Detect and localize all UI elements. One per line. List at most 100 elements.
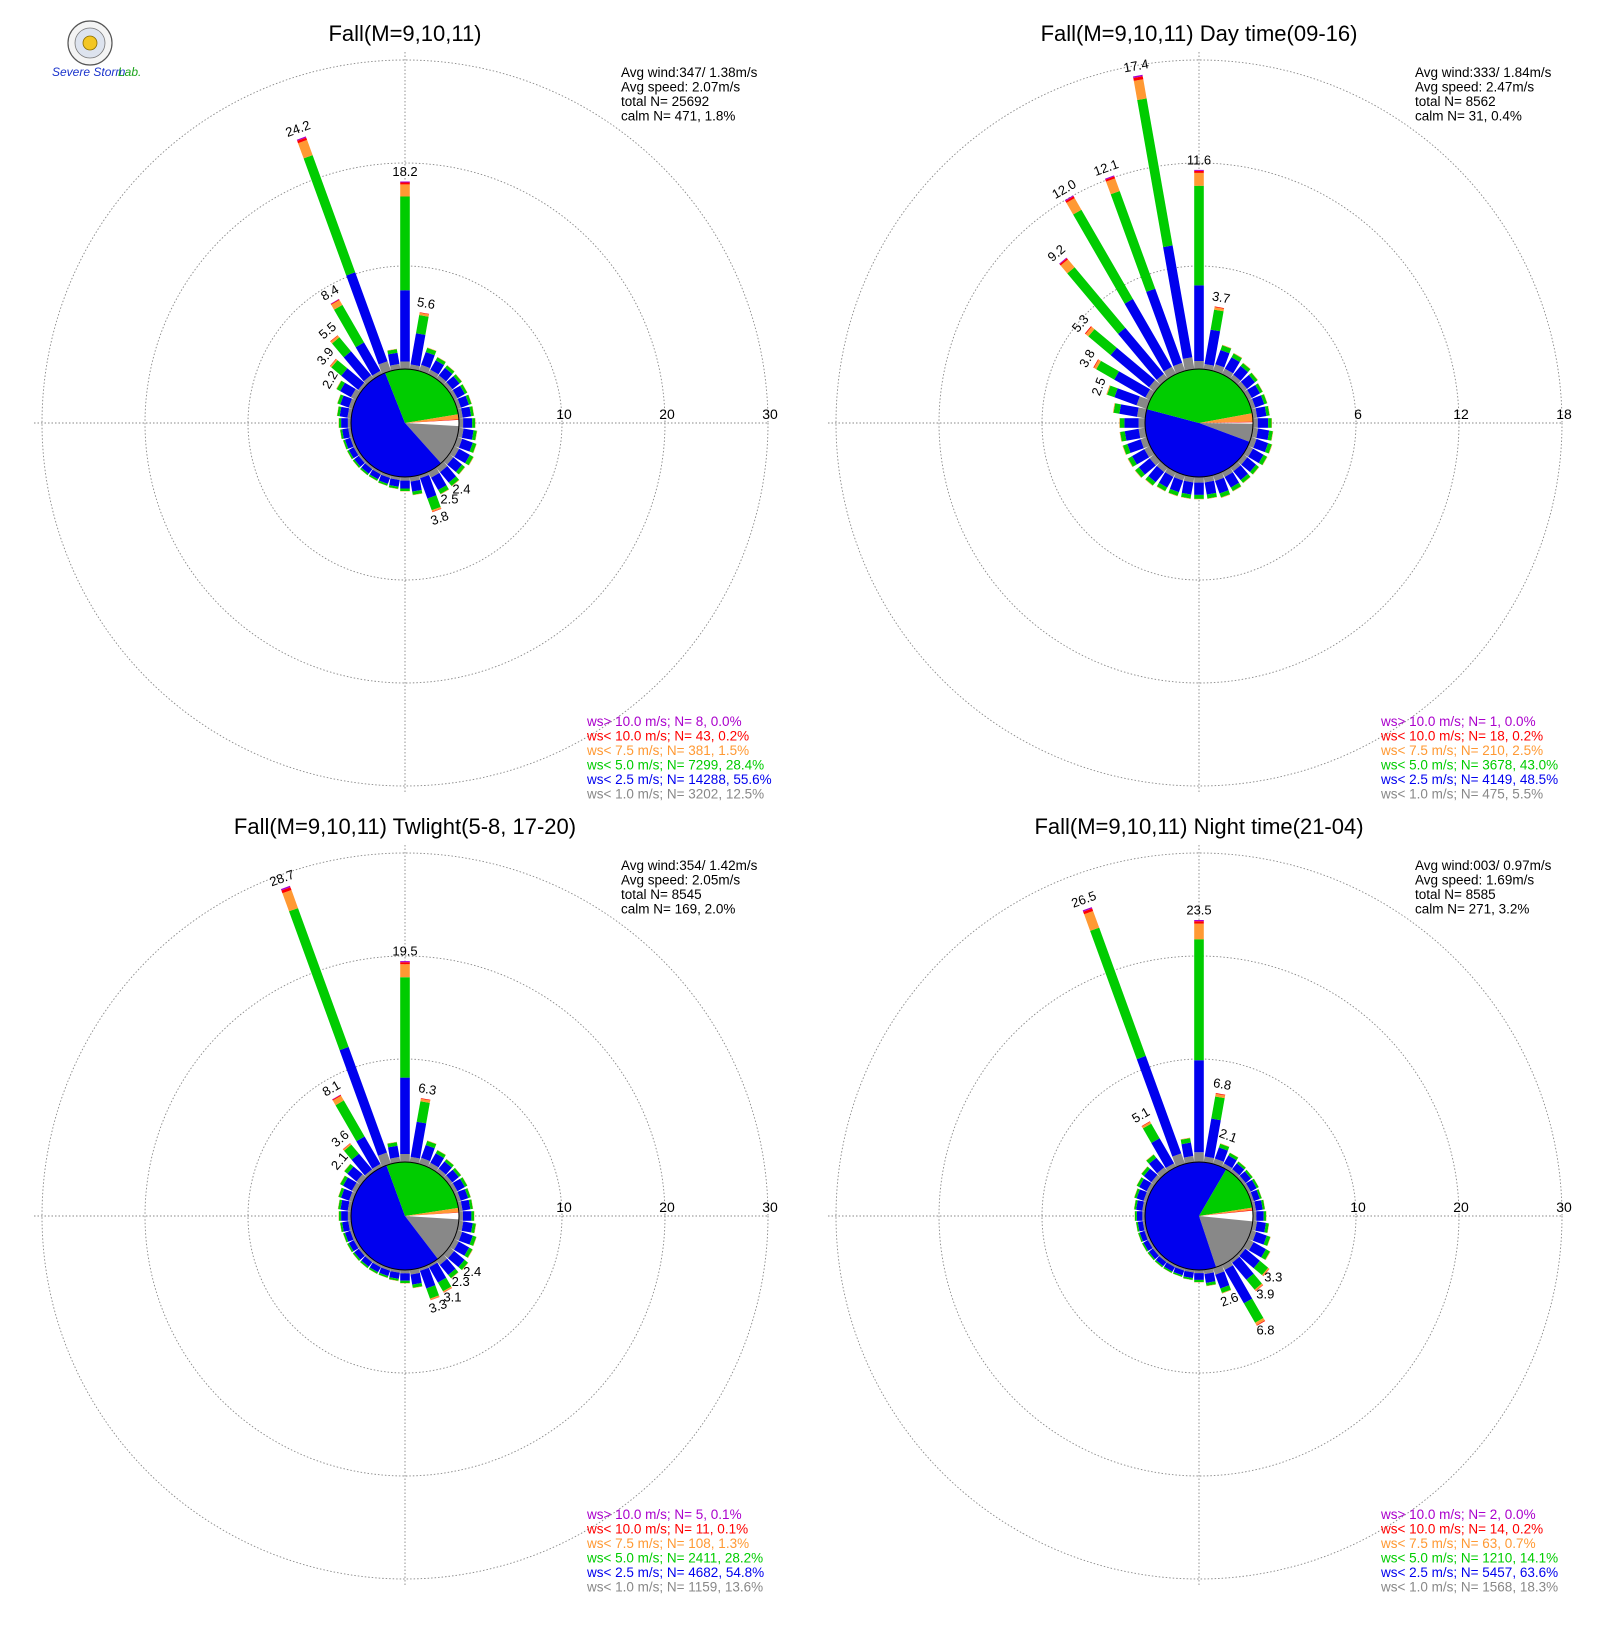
direction-bar-segment: [421, 1145, 435, 1162]
direction-bar-segment: [1181, 480, 1194, 495]
direction-bar-segment: [437, 356, 446, 362]
direction-bar-segment: [1267, 405, 1270, 416]
direction-bar-segment: [471, 1199, 474, 1209]
direction-bar-segment: [354, 1248, 365, 1260]
direction-bar-segment: [389, 478, 400, 487]
ring-label: 20: [659, 406, 675, 422]
direction-bar-segment: [1084, 326, 1092, 335]
direction-bar-segment: [1112, 403, 1116, 413]
direction-bar-segment: [342, 440, 347, 450]
direction-bar-segment: [1253, 438, 1269, 453]
direction-bar-segment: [1206, 492, 1217, 499]
direction-bar-segment: [440, 466, 457, 483]
direction-bar-segment: [1132, 449, 1150, 465]
direction-bar-segment: [430, 360, 444, 375]
direction-bar-segment: [1147, 1252, 1154, 1261]
direction-bar-segment: [1141, 1166, 1148, 1174]
ring-label: 10: [556, 1199, 572, 1215]
legend-entry: ws< 1.0 m/s; N= 3202, 12.5%: [586, 787, 764, 802]
direction-bar-segment: [387, 348, 397, 351]
direction-bar-segment: [1247, 385, 1261, 398]
direction-bar-segment: [430, 1295, 440, 1300]
direction-bar-segment: [372, 370, 383, 379]
direction-bar-segment: [344, 1164, 354, 1174]
direction-bar-segment: [1221, 1163, 1233, 1172]
direction-bar-segment: [1254, 1200, 1263, 1211]
direction-bar-segment: [1064, 195, 1074, 202]
direction-bar-segment: [1256, 428, 1270, 440]
direction-bar-segment: [354, 455, 365, 467]
direction-bar-segment: [400, 181, 410, 183]
pie-outline: [1144, 1161, 1254, 1271]
direction-bar-segment: [1232, 1256, 1254, 1280]
direction-bar-segment: [1211, 1096, 1225, 1121]
bar-value-label: 12.1: [1092, 156, 1121, 179]
direction-bar-segment: [429, 1262, 447, 1283]
direction-bar-segment: [425, 1140, 437, 1149]
direction-bar-segment: [282, 890, 298, 912]
direction-bar-segment: [1194, 172, 1204, 186]
bar-value-label: 3.3: [427, 1296, 449, 1316]
direction-bar-segment: [1149, 454, 1161, 466]
direction-bar-segment: [339, 406, 350, 418]
direction-bar-segment: [1237, 1175, 1246, 1185]
direction-bar-segment: [463, 418, 473, 428]
direction-bar-segment: [447, 457, 463, 472]
direction-bar-segment: [343, 1143, 352, 1151]
direction-bar-segment: [1264, 406, 1270, 416]
direction-bar-segment: [372, 1163, 383, 1172]
direction-bar-segment: [1139, 1230, 1148, 1242]
direction-bar-segment: [363, 375, 374, 385]
direction-bar-segment: [475, 430, 478, 441]
direction-bar-segment: [446, 376, 460, 390]
direction-bar-segment: [351, 1182, 361, 1194]
direction-bar-segment: [1127, 439, 1144, 453]
direction-bar-segment: [430, 1153, 444, 1168]
direction-bar-segment: [1194, 1270, 1204, 1274]
direction-bar-segment: [388, 1145, 400, 1159]
direction-bar-segment: [1223, 1155, 1237, 1169]
direction-bar-segment: [1135, 467, 1145, 478]
direction-bar-segment: [436, 1254, 448, 1265]
direction-bar-segment: [1264, 443, 1272, 454]
direction-bar-segment: [1136, 1221, 1140, 1232]
direction-bar-segment: [453, 374, 462, 384]
legend-entry: ws< 10.0 m/s; N= 11, 0.1%: [586, 1522, 748, 1537]
direction-bar-segment: [1248, 1230, 1257, 1241]
direction-bar-segment: [473, 443, 477, 453]
direction-bar-segment: [468, 394, 472, 404]
stat-line: calm N= 271, 3.2%: [1415, 902, 1529, 917]
stat-line: Avg speed: 2.47m/s: [1415, 80, 1534, 95]
direction-bar-segment: [339, 1046, 387, 1156]
direction-bar-segment: [1203, 475, 1215, 483]
direction-bar-segment: [1156, 461, 1168, 473]
pie-slice: [1199, 1216, 1253, 1268]
direction-bar-segment: [1134, 1188, 1138, 1198]
direction-bar-segment: [1145, 389, 1155, 401]
direction-bar-segment: [1119, 404, 1139, 417]
direction-bar-segment: [460, 1177, 468, 1187]
direction-bar-segment: [389, 1271, 400, 1279]
direction-bar-segment: [1263, 394, 1268, 404]
direction-bar-segment: [360, 467, 369, 476]
direction-bar-segment: [358, 1247, 367, 1256]
direction-bar-segment: [350, 389, 361, 401]
direction-bar-segment: [1204, 1272, 1216, 1283]
direction-bar-segment: [1084, 911, 1100, 931]
direction-bar-segment: [1194, 1152, 1204, 1162]
direction-bar-segment: [296, 136, 307, 141]
direction-bar-segment: [443, 1287, 453, 1293]
bar-value-label: 3.9: [1256, 1286, 1274, 1301]
direction-bar-segment: [1252, 467, 1260, 475]
direction-bar-segment: [427, 1162, 439, 1172]
direction-bar-segment: [387, 1141, 397, 1144]
direction-bar-segment: [1221, 467, 1233, 477]
pie-slice: [405, 423, 459, 464]
direction-bar-segment: [343, 351, 372, 382]
direction-bar-segment: [1237, 454, 1248, 465]
direction-bar-segment: [350, 437, 356, 447]
direction-bar-segment: [1194, 1279, 1204, 1283]
direction-bar-segment: [1124, 298, 1172, 372]
direction-bar-segment: [1151, 1174, 1161, 1185]
direction-bar-segment: [471, 1211, 475, 1221]
